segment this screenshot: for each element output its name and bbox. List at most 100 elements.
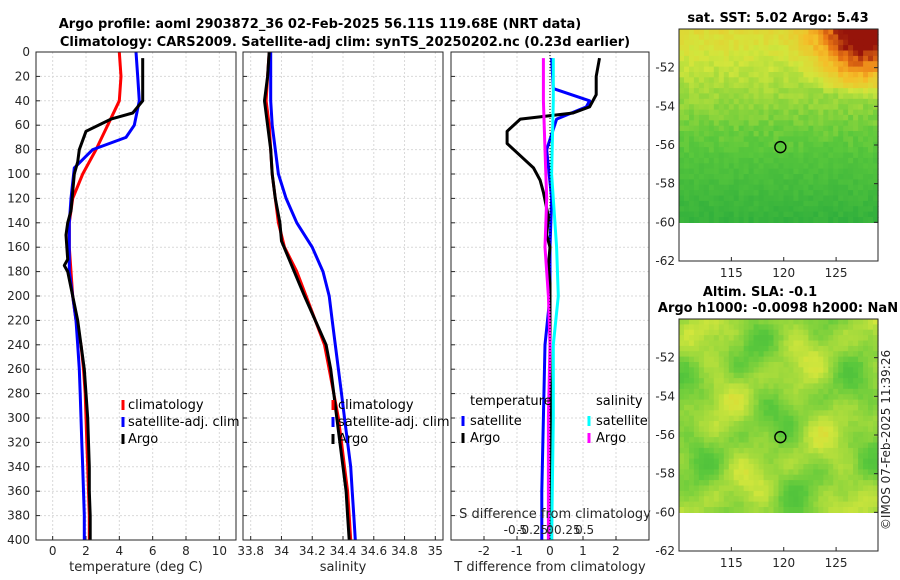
map-cell xyxy=(833,490,839,497)
map-cell xyxy=(838,141,844,148)
map-cell xyxy=(758,329,765,336)
map-cell xyxy=(813,394,819,401)
map-cell xyxy=(684,104,690,111)
map-cell xyxy=(684,29,690,35)
map-cell xyxy=(798,88,804,95)
map-cell xyxy=(753,345,760,352)
map-cell xyxy=(788,114,795,121)
map-cell xyxy=(838,329,844,336)
map-cell xyxy=(808,410,814,417)
map-cell xyxy=(828,458,834,465)
map-cell xyxy=(753,45,760,52)
map-cell xyxy=(823,335,829,342)
map-cell xyxy=(828,421,834,427)
map-cell xyxy=(838,77,844,84)
map-cell xyxy=(733,442,740,449)
map-cell xyxy=(693,474,700,481)
map-cell xyxy=(853,345,859,352)
map-cell xyxy=(798,174,804,180)
map-cell xyxy=(813,410,819,417)
map-cell xyxy=(738,319,745,325)
map-cell xyxy=(788,474,795,481)
map-cell xyxy=(763,464,770,470)
map-cell xyxy=(733,77,740,84)
map-cell xyxy=(679,447,685,454)
map-cell xyxy=(723,157,730,164)
map-cell xyxy=(808,93,814,100)
map-cell xyxy=(723,66,730,73)
legend-label: satellite xyxy=(596,414,648,429)
map-cell xyxy=(813,399,819,406)
map-cell xyxy=(728,340,735,347)
map-cell xyxy=(793,464,799,470)
map-cell xyxy=(728,404,735,411)
map-cell xyxy=(698,335,705,342)
map-cell xyxy=(813,340,819,347)
map-cell xyxy=(708,39,715,46)
map-cell xyxy=(733,335,740,342)
map-cell xyxy=(708,163,715,170)
map-cell xyxy=(738,388,745,395)
map-cell xyxy=(679,141,685,148)
map-cell xyxy=(838,190,844,197)
map-cell xyxy=(698,329,705,336)
map-cell xyxy=(733,404,740,411)
map-cell xyxy=(703,485,710,492)
map-cell xyxy=(679,340,685,347)
map-cell xyxy=(679,480,685,487)
map-cell xyxy=(873,77,879,84)
map-cell xyxy=(818,324,824,331)
map-cell xyxy=(723,29,730,35)
map-cell xyxy=(713,319,720,325)
map-cell xyxy=(853,324,859,331)
map-cell xyxy=(698,184,705,191)
map-cell xyxy=(763,120,770,127)
map-cell xyxy=(743,480,750,487)
map-cell xyxy=(788,200,795,207)
map-cell xyxy=(873,98,879,105)
map-cell xyxy=(828,490,834,497)
map-cell xyxy=(689,55,695,62)
map-cell xyxy=(868,345,874,352)
map-cell xyxy=(863,426,869,433)
map-cell xyxy=(803,421,809,427)
map-cell xyxy=(788,39,795,46)
map-cell xyxy=(843,82,849,89)
map-cell xyxy=(828,356,834,363)
map-cell xyxy=(778,157,785,164)
map-cell xyxy=(863,362,869,368)
map-cell xyxy=(718,217,725,223)
map-cell xyxy=(684,458,690,465)
map-cell xyxy=(823,442,829,449)
map-cell xyxy=(713,34,720,41)
map-cell xyxy=(728,168,735,175)
map-cell xyxy=(858,174,864,180)
map-cell xyxy=(803,442,809,449)
map-cell xyxy=(689,34,695,41)
map-cell xyxy=(833,362,839,368)
map-cell xyxy=(689,211,695,218)
map-x-tick-label: 115 xyxy=(720,266,743,280)
map-cell xyxy=(828,77,834,84)
map-cell xyxy=(748,136,755,143)
map-cell xyxy=(773,388,780,395)
map-cell xyxy=(863,351,869,358)
map-cell xyxy=(708,388,715,395)
map-cell xyxy=(733,421,740,427)
map-cell xyxy=(848,351,854,358)
map-cell xyxy=(728,120,735,127)
map-cell xyxy=(713,168,720,175)
map-cell xyxy=(848,88,854,95)
map-cell xyxy=(708,29,715,35)
map-cell xyxy=(698,88,705,95)
map-cell xyxy=(703,39,710,46)
map-cell xyxy=(773,77,780,84)
map-cell xyxy=(813,388,819,395)
map-cell xyxy=(828,206,834,213)
map-cell xyxy=(868,157,874,164)
map-cell xyxy=(748,55,755,62)
map-cell xyxy=(679,464,685,470)
map-cell xyxy=(788,394,795,401)
salinity-profile-panel: 33.8 34 34.2 34.4 34.6 34.8 35salinityclimatol… xyxy=(237,51,450,575)
